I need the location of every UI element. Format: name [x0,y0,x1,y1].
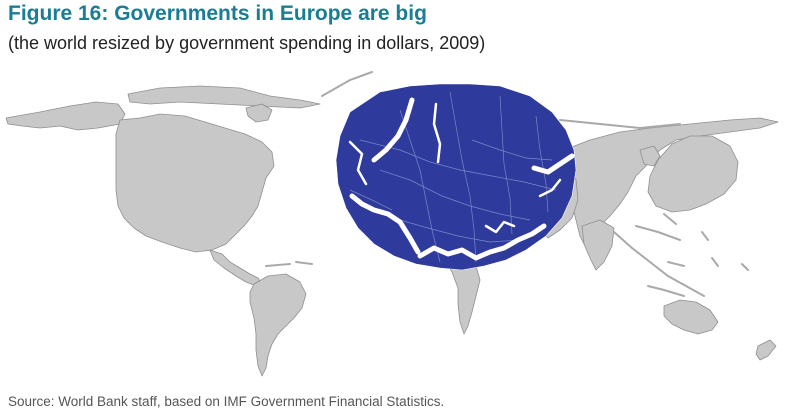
scandinavia-coast [371,97,415,163]
new-zealand [755,339,777,361]
australia [663,299,719,335]
north-america [115,113,275,253]
arctic-sliver [321,71,373,97]
cartogram-map [5,71,779,377]
korea-islands [639,145,661,167]
caspian-coast [538,178,562,198]
figure-title: Figure 16: Governments in Europe are big [8,2,427,25]
europe-shape [335,83,577,271]
alaska-region [5,101,126,131]
caribbean-islands [265,261,313,267]
central-america [209,249,263,287]
japan-china-coast [647,135,739,213]
india-subcontinent [581,219,615,271]
arabian-strip [559,119,681,130]
baltic-coast [432,102,442,164]
north-sea-coast [348,140,368,186]
se-asia-strands [613,213,705,297]
mediterranean-coast [349,193,421,255]
mediterranean-south-coast [417,223,547,261]
aegean-coast [484,220,516,234]
indonesia-strands [647,261,685,297]
arctic-islands [127,85,321,109]
figure-subtitle: (the world resized by government spendin… [8,33,486,53]
source-note: Source: World Bank staff, based on IMF G… [8,394,445,409]
pacific-islands [701,231,749,271]
africa [445,253,481,335]
black-sea-coast [531,153,575,175]
europe-borders [349,91,557,263]
south-america [249,273,307,377]
greenland [245,103,273,123]
europe-region [335,83,577,271]
